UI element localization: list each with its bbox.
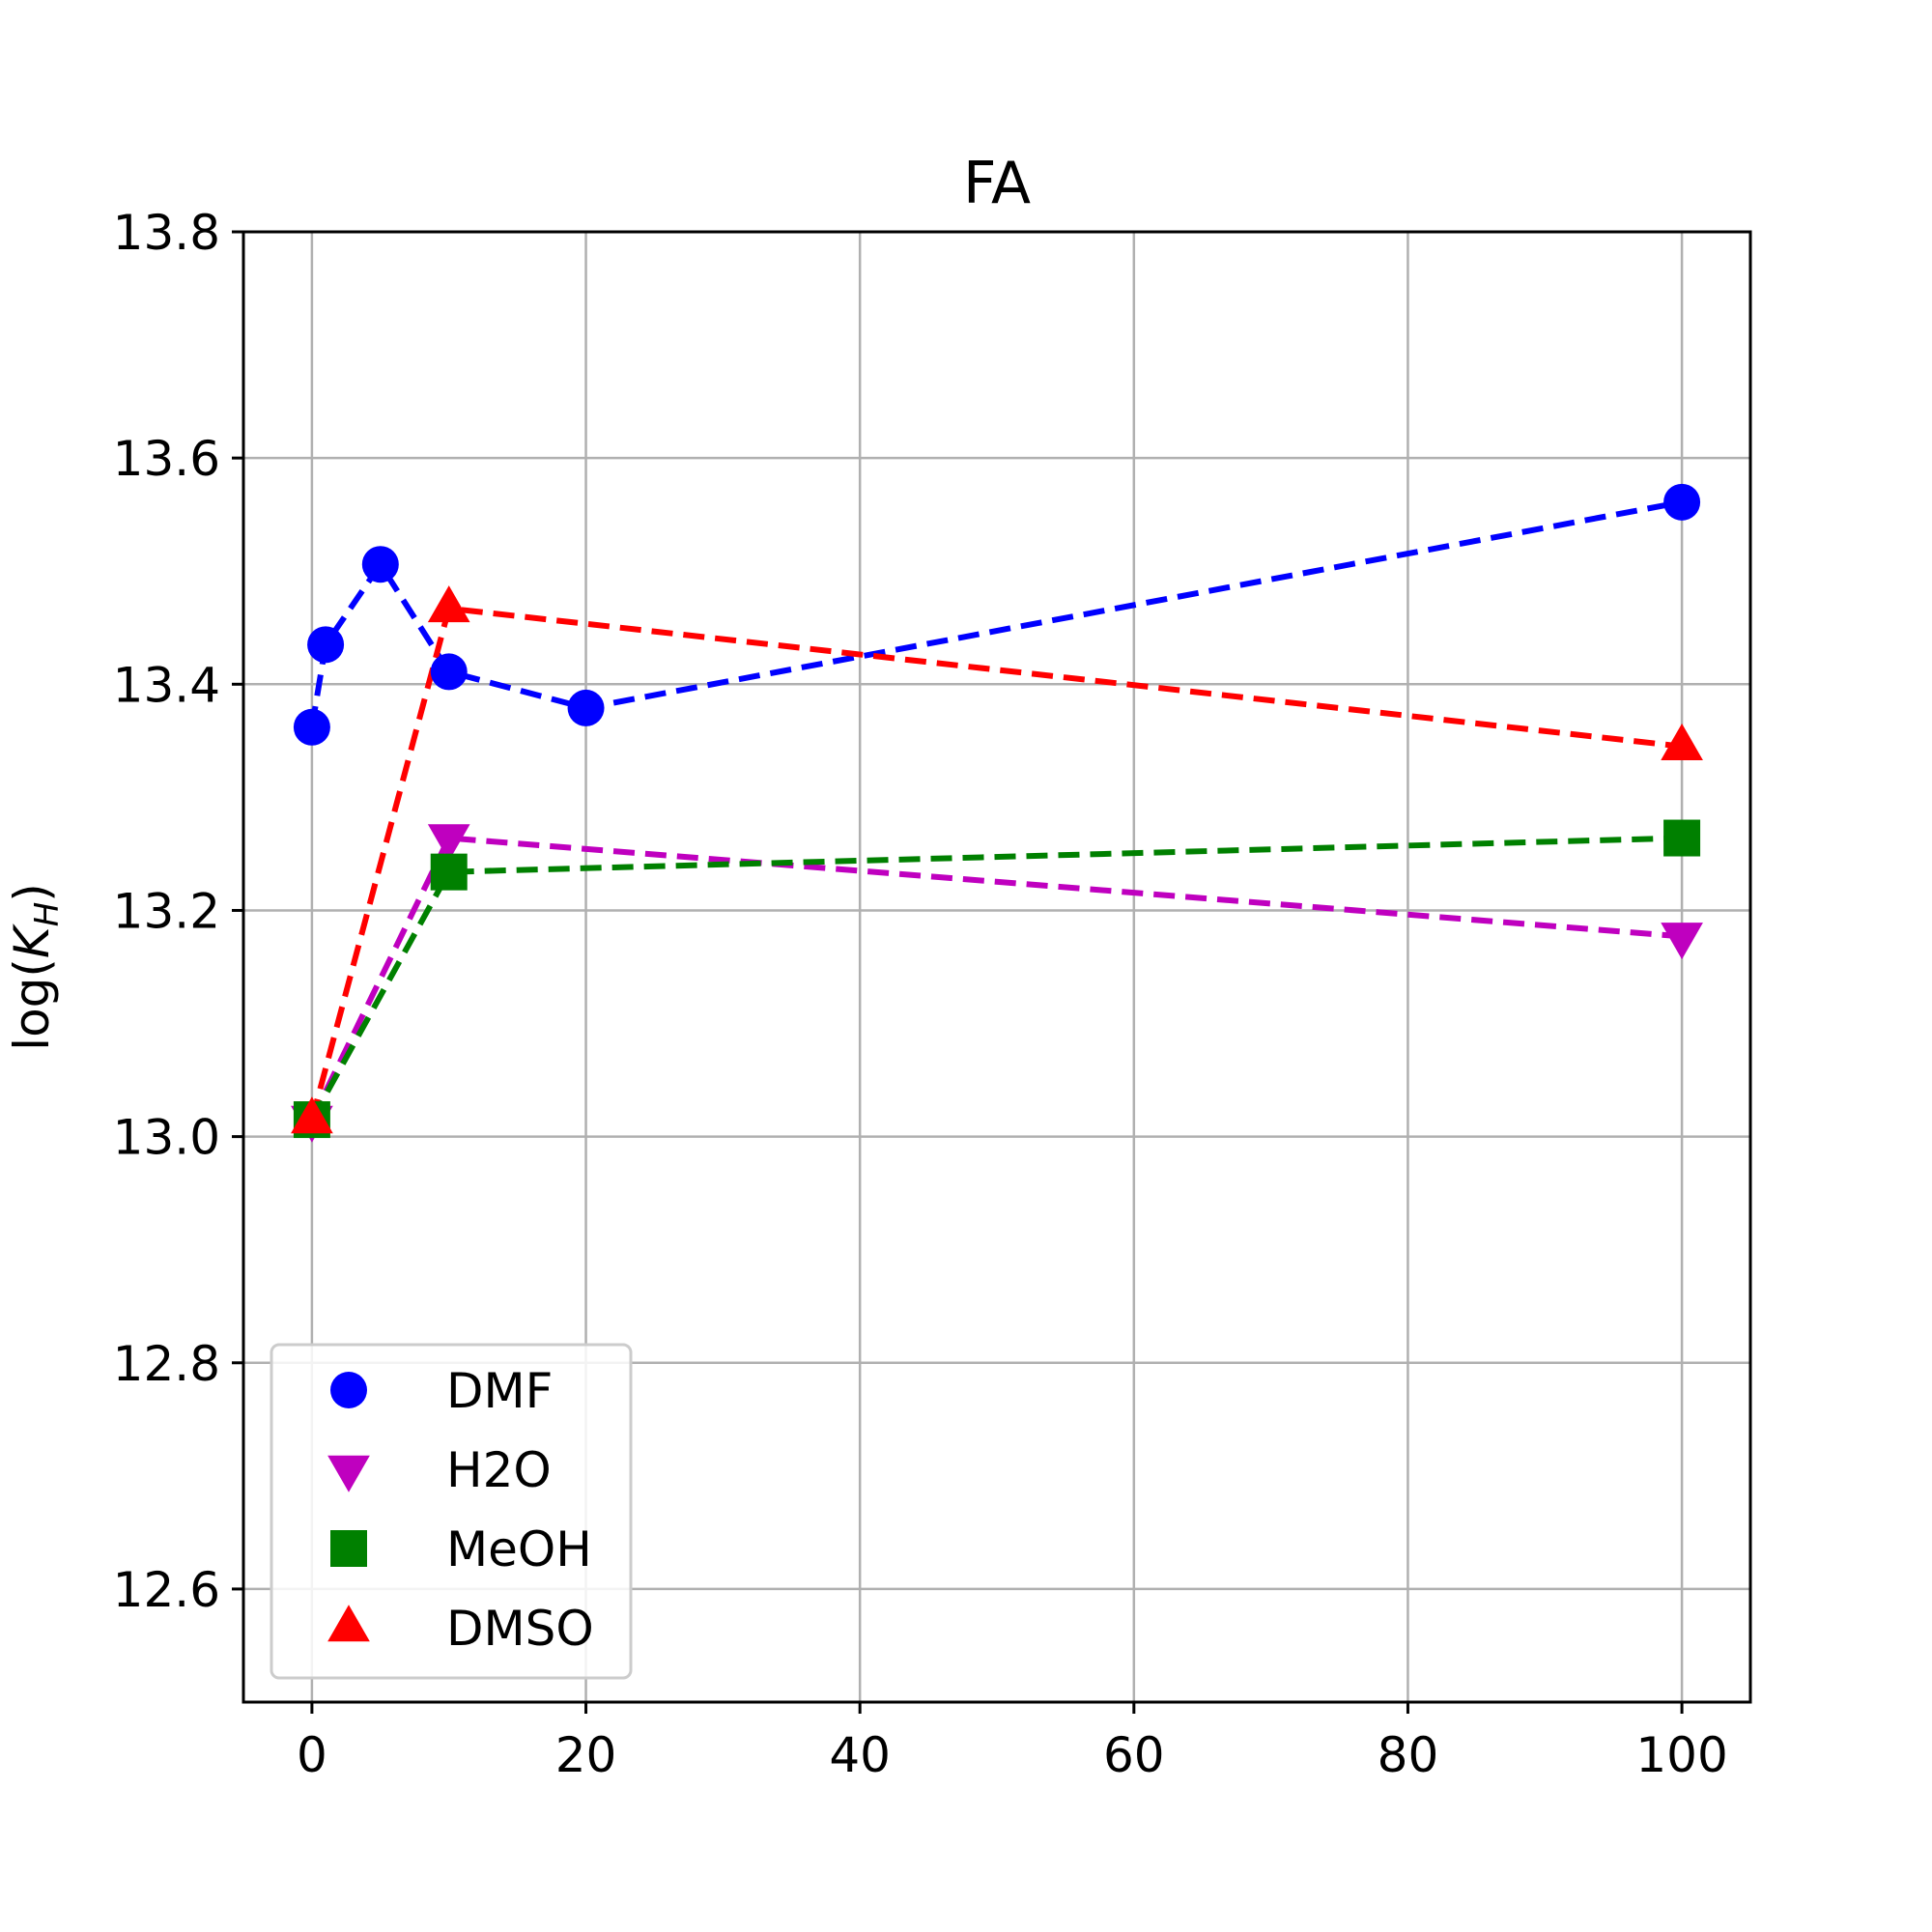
markers-dmso xyxy=(291,585,1703,1134)
data-point-dmf xyxy=(1663,483,1701,521)
y-axis-label: log(KH) xyxy=(4,883,67,1051)
y-axis-label-main: log( xyxy=(4,958,60,1051)
chart-title: FA xyxy=(963,150,1031,217)
data-point-dmf xyxy=(361,546,399,583)
y-axis-label-variable: K xyxy=(4,923,60,958)
y-tick-label: 13.2 xyxy=(113,883,220,939)
data-point-h2o xyxy=(427,824,470,862)
y-tick-label: 13.0 xyxy=(113,1110,220,1166)
legend-marker-dmso xyxy=(327,1605,370,1642)
y-tick-label: 12.8 xyxy=(113,1336,220,1392)
x-tick-label: 0 xyxy=(297,1727,327,1783)
legend-label-h2o: H2O xyxy=(446,1442,552,1498)
data-point-dmf xyxy=(293,708,330,746)
data-point-h2o xyxy=(1661,923,1703,960)
data-point-dmso xyxy=(1661,723,1703,760)
y-axis-label-subscript: H xyxy=(28,902,67,927)
data-point-meoh xyxy=(430,853,468,891)
series-layer xyxy=(291,483,1703,1143)
data-point-dmso xyxy=(291,1096,333,1134)
legend-item-dmso: DMSO xyxy=(327,1601,594,1657)
data-point-dmf xyxy=(307,626,345,664)
series-line-h2o xyxy=(309,835,1683,1122)
legend-label-dmf: DMF xyxy=(446,1363,553,1419)
legend-item-meoh: MeOH xyxy=(330,1521,592,1577)
x-tick-label: 100 xyxy=(1635,1727,1727,1783)
x-tick-label: 80 xyxy=(1378,1727,1439,1783)
legend-marker-h2o xyxy=(327,1455,370,1492)
legend: DMF H2O MeOH DMSO xyxy=(270,1343,633,1680)
ticks: 0 20 40 60 80 100 12.6 12.8 13.0 13.2 13.4 13.6 13.8 xyxy=(113,205,1728,1783)
series-h2o xyxy=(309,835,1683,1122)
legend-label-dmso: DMSO xyxy=(446,1601,594,1657)
x-tick-label: 60 xyxy=(1103,1727,1165,1783)
legend-item-h2o: H2O xyxy=(327,1442,552,1498)
legend-marker-dmf xyxy=(330,1372,367,1408)
plot-frame xyxy=(242,230,1752,1704)
legend-item-dmf: DMF xyxy=(330,1363,553,1419)
data-point-dmf xyxy=(430,653,468,691)
markers-dmf xyxy=(293,483,1701,746)
legend-box xyxy=(270,1343,633,1680)
y-tick-label: 13.6 xyxy=(113,431,220,487)
y-tick-label: 13.8 xyxy=(113,205,220,261)
y-tick-label: 13.4 xyxy=(113,657,220,713)
data-point-meoh xyxy=(1663,819,1701,857)
x-tick-label: 20 xyxy=(555,1727,617,1783)
y-axis-label-end: ) xyxy=(4,883,60,902)
data-point-dmf xyxy=(567,689,605,726)
y-tick-label: 12.6 xyxy=(113,1562,220,1618)
legend-label-meoh: MeOH xyxy=(446,1521,592,1577)
x-tick-label: 40 xyxy=(829,1727,891,1783)
data-point-dmso xyxy=(427,585,470,623)
legend-marker-meoh xyxy=(330,1530,367,1567)
